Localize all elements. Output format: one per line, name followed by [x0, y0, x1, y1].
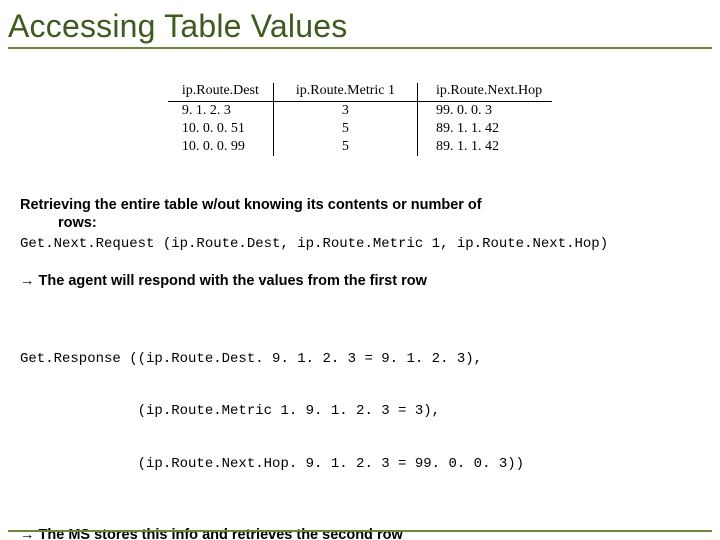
code-getnextrequest: Get.Next.Request (ip.Route.Dest, ip.Rout…	[20, 236, 702, 254]
table-row: 9. 1. 2. 3 3 99. 0. 0. 3	[168, 102, 552, 121]
cell: 10. 0. 0. 99	[168, 138, 274, 156]
body-text: Retrieving the entire table w/out knowin…	[8, 196, 712, 540]
cell: 9. 1. 2. 3	[168, 102, 274, 121]
route-table-area: ip.Route.Dest ip.Route.Metric 1 ip.Route…	[8, 83, 712, 156]
slide-title: Accessing Table Values	[8, 8, 712, 45]
col-header-metric: ip.Route.Metric 1	[273, 83, 417, 102]
cell: 5	[273, 120, 417, 138]
cell: 3	[273, 102, 417, 121]
code-line: (ip.Route.Metric 1. 9. 1. 2. 3 = 3),	[20, 403, 702, 421]
cell: 5	[273, 138, 417, 156]
paragraph-retrieving: Retrieving the entire table w/out knowin…	[20, 196, 702, 232]
cell: 10. 0. 0. 51	[168, 120, 274, 138]
slide: Accessing Table Values ip.Route.Dest ip.…	[0, 0, 720, 540]
code-getresponse: Get.Response ((ip.Route.Dest. 9. 1. 2. 3…	[20, 316, 702, 509]
footer-rule	[8, 530, 712, 532]
code-line: (ip.Route.Next.Hop. 9. 1. 2. 3 = 99. 0. …	[20, 456, 702, 474]
table-header-row: ip.Route.Dest ip.Route.Metric 1 ip.Route…	[168, 83, 552, 102]
table-row: 10. 0. 0. 51 5 89. 1. 1. 42	[168, 120, 552, 138]
arrow-ms-stores: → The MS stores this info and retrieves …	[20, 526, 702, 540]
cell: 89. 1. 1. 42	[418, 120, 553, 138]
code-line: Get.Response ((ip.Route.Dest. 9. 1. 2. 3…	[20, 351, 702, 369]
col-header-nexthop: ip.Route.Next.Hop	[418, 83, 553, 102]
para1-line2: rows:	[58, 214, 702, 232]
cell: 99. 0. 0. 3	[418, 102, 553, 121]
title-rule: Accessing Table Values	[8, 8, 712, 49]
table-row: 10. 0. 0. 99 5 89. 1. 1. 42	[168, 138, 552, 156]
para1-line1: Retrieving the entire table w/out knowin…	[20, 197, 482, 213]
arrow-agent-respond: → The agent will respond with the values…	[20, 272, 702, 290]
cell: 89. 1. 1. 42	[418, 138, 553, 156]
route-table: ip.Route.Dest ip.Route.Metric 1 ip.Route…	[168, 83, 552, 156]
col-header-dest: ip.Route.Dest	[168, 83, 274, 102]
